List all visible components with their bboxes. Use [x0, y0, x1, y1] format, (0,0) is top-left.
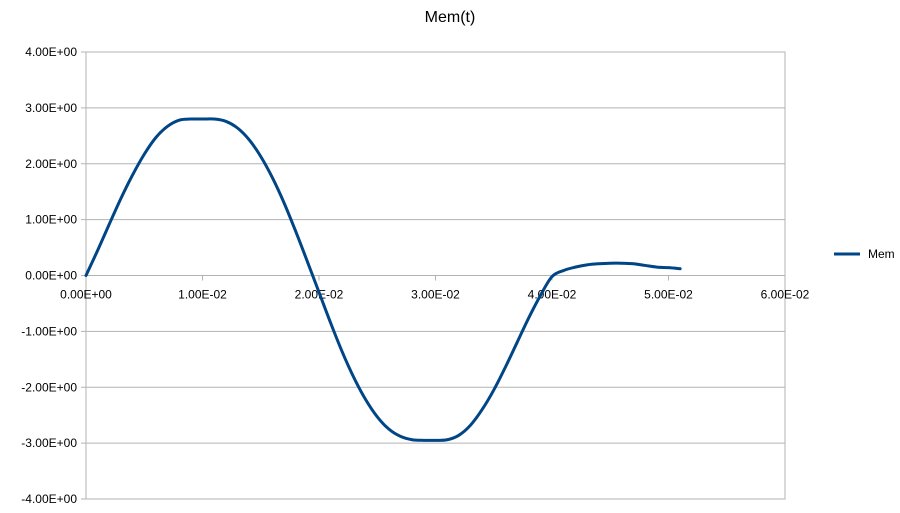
legend: Mem [834, 247, 895, 261]
x-tick-label: 4.00E-02 [528, 288, 577, 302]
y-tick-label: -3.00E+00 [21, 436, 77, 450]
y-tick-label: -2.00E+00 [21, 380, 77, 394]
x-tick-labels: 0.00E+00 1.00E-02 2.00E-02 3.00E-02 4.00E-02… [60, 288, 810, 302]
x-tick-label: 5.00E-02 [644, 288, 693, 302]
x-tick-label: 6.00E-02 [761, 288, 810, 302]
legend-label: Mem [868, 247, 895, 261]
chart-title: Mem(t) [424, 9, 476, 26]
y-tick-label: 0.00E+00 [25, 269, 77, 283]
x-tick-label: 3.00E-02 [411, 288, 460, 302]
x-tick-label: 1.00E-02 [178, 288, 227, 302]
y-tick-label: -1.00E+00 [21, 324, 77, 338]
y-tick-label: 2.00E+00 [25, 157, 77, 171]
y-tick-label: 3.00E+00 [25, 101, 77, 115]
x-tick-label: 0.00E+00 [60, 288, 112, 302]
y-tick-label: 1.00E+00 [25, 213, 77, 227]
y-tick-label: 4.00E+00 [25, 45, 77, 59]
y-tick-label: -4.00E+00 [21, 492, 77, 506]
series-group [84, 117, 682, 442]
y-tick-labels: 4.00E+00 3.00E+00 2.00E+00 1.00E+00 0.00E+00… [21, 45, 77, 506]
series-line-mem [84, 117, 682, 442]
